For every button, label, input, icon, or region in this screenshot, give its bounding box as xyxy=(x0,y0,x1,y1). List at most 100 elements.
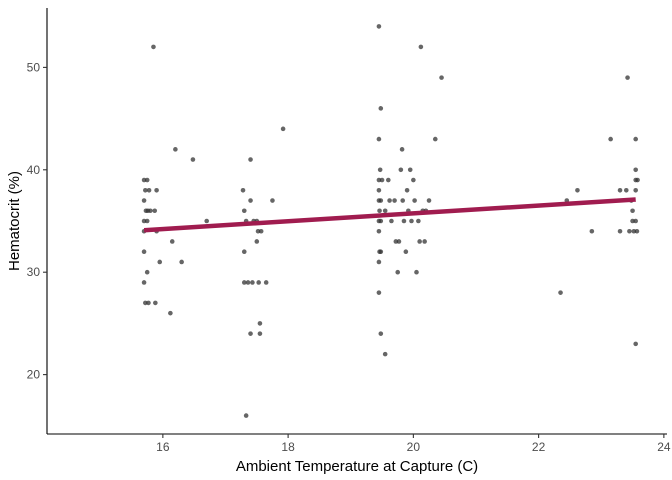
x-tick-label: 20 xyxy=(407,440,421,454)
data-point xyxy=(376,259,382,265)
trend-line xyxy=(143,197,636,233)
y-tick-label: 40 xyxy=(27,163,41,177)
data-point xyxy=(144,218,150,224)
data-point xyxy=(257,321,263,326)
data-point xyxy=(558,290,563,295)
data-point xyxy=(143,187,148,193)
data-point xyxy=(404,187,410,193)
y-tick-label: 30 xyxy=(27,265,41,279)
data-point xyxy=(411,177,416,183)
data-point xyxy=(635,177,640,183)
data-point xyxy=(403,249,409,255)
data-point xyxy=(190,157,196,162)
data-point xyxy=(379,177,385,183)
data-points xyxy=(141,24,640,418)
data-point xyxy=(392,198,397,203)
data-point xyxy=(141,280,147,285)
data-point xyxy=(376,136,382,142)
data-point xyxy=(617,187,623,193)
data-point xyxy=(417,239,422,244)
data-point xyxy=(382,351,388,357)
data-point xyxy=(409,218,414,224)
data-point xyxy=(387,198,392,203)
data-point xyxy=(630,208,635,214)
data-point xyxy=(173,147,178,152)
data-point xyxy=(633,136,638,142)
data-point xyxy=(258,228,264,234)
data-point xyxy=(633,341,638,347)
data-point xyxy=(241,280,247,285)
data-point xyxy=(608,136,613,142)
data-point xyxy=(378,198,384,203)
data-point xyxy=(153,300,158,306)
data-point xyxy=(376,228,382,234)
data-point xyxy=(151,44,156,50)
x-tick-label: 16 xyxy=(156,440,170,454)
data-point xyxy=(144,269,150,275)
data-point xyxy=(395,269,401,275)
data-point xyxy=(412,198,417,203)
y-axis-title: Hematocrit (%) xyxy=(6,171,23,271)
data-point xyxy=(179,259,184,265)
data-point xyxy=(376,290,382,295)
data-point xyxy=(377,208,382,214)
y-axis-ticks: 20 30 40 50 xyxy=(27,60,47,382)
data-point xyxy=(145,208,151,214)
data-point xyxy=(378,218,384,224)
x-axis-ticks: 16 18 20 22 24 xyxy=(156,434,671,454)
data-point xyxy=(416,218,421,224)
data-point xyxy=(575,187,580,193)
data-point xyxy=(376,24,382,29)
data-point xyxy=(589,228,595,234)
x-tick-label: 18 xyxy=(281,440,295,454)
data-point xyxy=(376,187,382,193)
data-point xyxy=(250,280,255,285)
data-point xyxy=(144,177,150,183)
data-point xyxy=(257,331,263,336)
data-point xyxy=(623,187,629,193)
data-point xyxy=(141,249,147,255)
data-point xyxy=(634,228,640,234)
data-point xyxy=(280,126,286,132)
data-point xyxy=(633,187,638,193)
x-tick-label: 22 xyxy=(532,440,546,454)
data-point xyxy=(157,259,163,265)
data-point xyxy=(401,218,407,224)
data-point xyxy=(169,239,175,244)
y-tick-label: 50 xyxy=(27,60,41,74)
data-point xyxy=(382,208,388,214)
data-point xyxy=(396,239,402,244)
x-axis-title: Ambient Temperature at Capture (C) xyxy=(236,458,478,475)
data-point xyxy=(378,249,384,255)
data-point xyxy=(407,167,413,173)
data-point xyxy=(168,310,173,316)
data-point xyxy=(241,208,247,214)
data-point xyxy=(263,280,269,285)
data-point xyxy=(270,198,275,203)
data-point xyxy=(432,136,438,142)
data-point xyxy=(400,198,406,203)
data-point xyxy=(154,187,159,193)
data-point xyxy=(617,228,623,234)
data-point xyxy=(378,331,384,336)
data-point xyxy=(386,177,391,183)
data-point xyxy=(426,198,432,203)
x-tick-label: 24 xyxy=(657,440,671,454)
data-point xyxy=(422,239,427,244)
y-tick-label: 20 xyxy=(27,368,41,382)
data-point xyxy=(377,167,383,173)
data-point xyxy=(414,269,419,275)
data-point xyxy=(240,187,246,193)
data-point xyxy=(248,157,253,162)
data-point xyxy=(418,44,424,50)
data-point xyxy=(633,167,638,173)
data-point xyxy=(243,413,249,418)
data-point xyxy=(146,300,151,306)
data-point xyxy=(146,187,152,193)
data-point xyxy=(241,249,247,255)
data-point xyxy=(248,198,253,203)
data-point xyxy=(389,218,394,224)
data-point xyxy=(141,198,147,203)
data-point xyxy=(627,228,632,234)
